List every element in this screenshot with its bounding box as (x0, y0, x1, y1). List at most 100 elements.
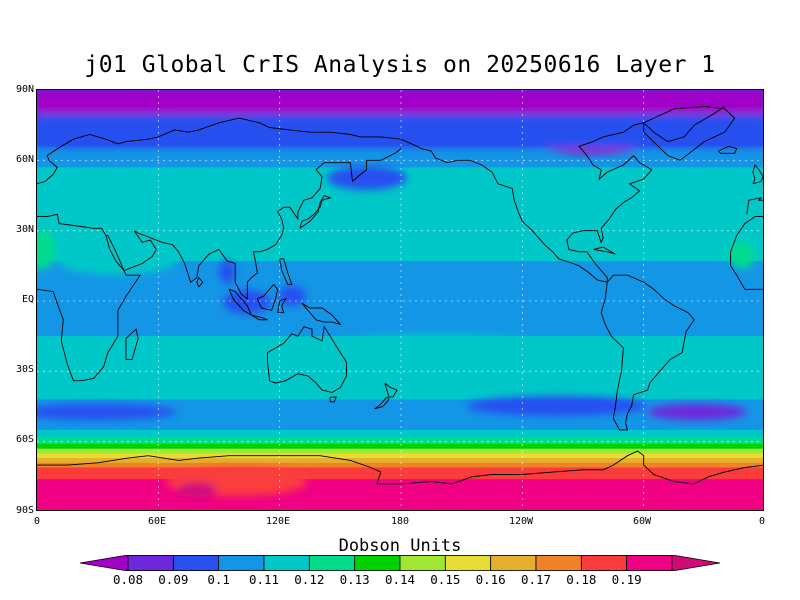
y-tick-label: 60N (15, 154, 34, 165)
latitude-band (37, 493, 763, 497)
latitude-band (37, 408, 763, 412)
colorbar-swatch (490, 555, 537, 571)
coastline-segment (196, 276, 204, 288)
latitude-band (37, 169, 763, 173)
latitude-bands (37, 90, 763, 510)
south-atlantic-purple (647, 404, 747, 420)
latitude-band (37, 371, 763, 375)
bay-blue (219, 260, 235, 284)
y-tick-label: 60S (15, 434, 34, 445)
y-tick-label: 90N (15, 84, 34, 95)
coastline-segment (600, 274, 695, 431)
x-tick-label: 60E (147, 516, 167, 527)
colorbar-swatch (218, 555, 265, 571)
latitude-band (37, 455, 763, 459)
coastline-segment (718, 145, 738, 154)
coastline-segment (301, 302, 342, 326)
colorbar-level-label: 0.11 (248, 572, 280, 587)
coastline-segment (329, 396, 337, 403)
south-blue-pacific (467, 396, 647, 416)
latitude-band (37, 376, 763, 379)
coastline-segment (277, 297, 287, 314)
latitude-band (37, 258, 763, 262)
colorbar-min-arrow (80, 555, 129, 571)
north-blue-band (37, 114, 763, 148)
latitude-band (37, 401, 763, 405)
west-africa-green (37, 230, 55, 270)
latitude-band (37, 265, 763, 269)
map-title: j01 Global CrIS Analysis on 20250616 Lay… (84, 52, 716, 78)
latitude-band (37, 486, 763, 490)
latitude-band (37, 504, 763, 508)
y-tick-label: 90S (15, 505, 34, 516)
latitude-band (37, 422, 763, 426)
coastlines (37, 105, 763, 485)
colorbar-level-label: 0.18 (566, 572, 597, 587)
latitude-band (37, 418, 763, 422)
coastline-segment (593, 246, 616, 255)
latitude-band (37, 289, 763, 293)
latitude-band (37, 460, 763, 464)
latitude-band (37, 490, 763, 494)
latitude-band (37, 390, 763, 394)
latitude-band (37, 476, 763, 480)
latitude-band (37, 291, 763, 295)
coastline-segment (421, 106, 725, 283)
colorbar-swatch (626, 555, 673, 571)
colorbar-level-label: 0.1 (207, 572, 230, 587)
graticule (37, 90, 763, 510)
latitude-band (37, 242, 763, 246)
latitude-band (37, 240, 763, 243)
x-tick-label: 120E (265, 516, 291, 527)
latitude-band (37, 451, 763, 454)
latitude-band (37, 469, 763, 473)
x-tick-label: 0 (758, 516, 766, 527)
latitude-band (37, 251, 763, 255)
latitude-band (37, 319, 763, 323)
latitude-band (37, 284, 763, 288)
latitude-band (37, 305, 763, 309)
latitude-band (37, 183, 763, 187)
latitude-band (37, 202, 763, 206)
latitude-band (37, 427, 763, 431)
y-tick-label: 30N (15, 224, 34, 235)
coastline-segment (279, 258, 293, 286)
coastline-segment (384, 382, 398, 398)
latitude-band (37, 488, 763, 492)
latitude-band (37, 453, 763, 457)
latitude-band (37, 237, 763, 241)
latitude-band (37, 286, 763, 290)
coastline-segment (125, 328, 139, 361)
latitude-band (37, 298, 763, 302)
colorbar-swatch (580, 555, 628, 571)
latitude-band (37, 188, 763, 192)
colorbar-level-label: 0.09 (158, 572, 189, 587)
latitude-band (37, 324, 763, 328)
latitude-band (37, 331, 763, 335)
latitude-band (37, 446, 763, 450)
latitude-band (37, 200, 763, 204)
latitude-band (37, 235, 763, 239)
latitude-band (37, 282, 763, 286)
latitude-band (37, 394, 763, 398)
latitude-band (37, 155, 763, 159)
latitude-band (37, 249, 763, 253)
latitude-band (37, 310, 763, 314)
latitude-band (37, 387, 763, 391)
latitude-band (37, 378, 763, 382)
latitude-band (37, 317, 763, 321)
colorbar-level-label: 0.14 (384, 572, 416, 587)
coastline-segment (37, 117, 422, 185)
latitude-band (37, 315, 763, 319)
latitude-band (37, 277, 763, 281)
colorbar-swatch (444, 555, 492, 571)
latitude-band (37, 415, 763, 419)
colorbar-swatch (354, 555, 401, 571)
coastline-segment (105, 148, 402, 300)
latitude-band (37, 420, 763, 424)
x-tick-label: 120W (508, 516, 534, 527)
pacific-cyan (387, 202, 567, 238)
latitude-band (37, 195, 763, 199)
latitude-band (37, 230, 763, 234)
latitude-band (37, 193, 763, 197)
